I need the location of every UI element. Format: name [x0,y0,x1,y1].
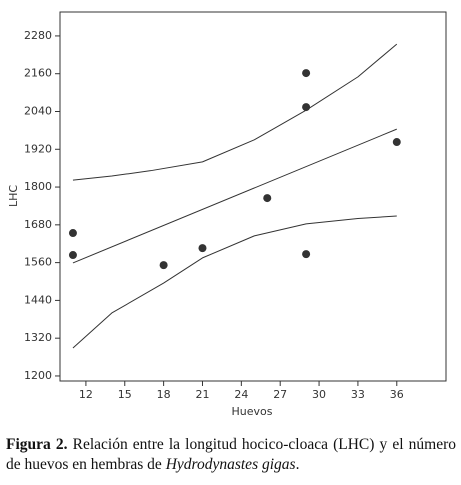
y-tick-label: 2040 [24,104,52,117]
y-tick-label: 1680 [24,218,52,231]
data-point [198,244,207,253]
y-tick-label: 1440 [24,293,52,306]
x-tick-label: 21 [195,388,209,401]
regression-line [72,128,397,264]
x-tick-label: 15 [118,388,132,401]
y-tick-label: 2280 [24,29,52,42]
y-tick-label: 1920 [24,142,52,155]
data-point [263,194,272,203]
data-point [68,251,77,260]
data-point [302,69,311,78]
y-tick-label: 1800 [24,180,52,193]
y-tick-label: 1320 [24,331,52,344]
caption-end: . [295,456,300,473]
x-tick-label: 30 [312,388,326,401]
x-tick-label: 33 [351,388,365,401]
x-tick-label: 24 [234,388,248,401]
caption-label: Figura 2. [6,436,68,453]
caption: Figura 2. Relación entre la longitud hoc… [6,435,456,475]
y-tick-label: 1200 [24,369,52,382]
plot-frame [59,11,447,382]
x-tick-label: 12 [79,388,93,401]
x-tick-label: 27 [273,388,287,401]
data-point [68,229,77,238]
x-axis-label: Huevos [232,405,273,418]
y-axis-label: LHC [7,185,20,207]
x-tick-label: 36 [390,388,404,401]
upper-confidence-band [72,43,398,181]
data-point [302,250,311,259]
y-tick-label: 1560 [24,256,52,269]
x-tick-label: 18 [157,388,171,401]
data-point [392,138,401,147]
chart: Huevos LHC 12 15 18 21 24 27 30 33 36 1200 1320 144… [7,11,447,418]
y-tick-label: 2160 [24,67,52,80]
data-point [159,261,168,270]
caption-species: Hydrodynastes gigas [165,456,296,473]
lower-confidence-band [72,215,397,349]
data-point [302,103,311,112]
caption-text: Relación entre la longitud hocico-cloaca… [6,436,456,473]
